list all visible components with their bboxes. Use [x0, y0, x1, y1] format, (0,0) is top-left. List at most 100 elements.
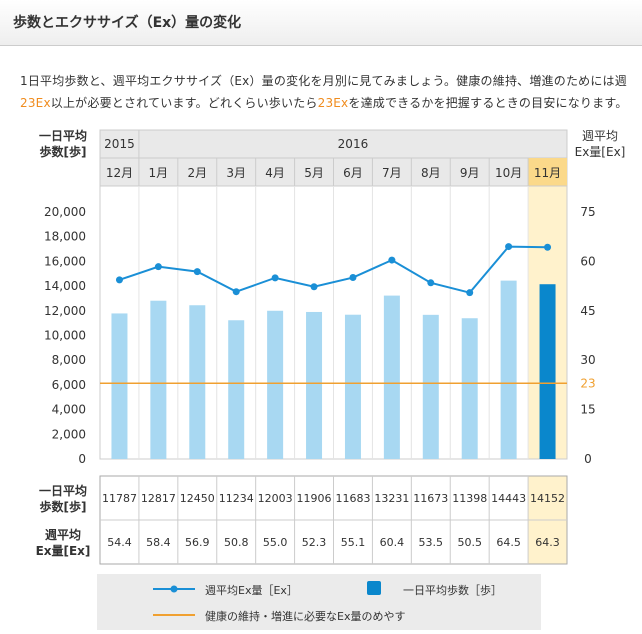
reference-label: 23 — [580, 376, 595, 390]
table-cell: 53.5 — [419, 536, 444, 549]
table-cell: 11673 — [413, 492, 448, 505]
table-cell: 11787 — [102, 492, 137, 505]
left-axis-title-2: 歩数[歩] — [40, 144, 87, 159]
year-label-2016: 2016 — [338, 137, 369, 151]
year-label-2015: 2015 — [104, 137, 135, 151]
left-axis-title-1: 一日平均 — [39, 128, 87, 143]
bar-3月 — [228, 320, 245, 459]
intro-line2b: を達成できるかを把握するときの目安になります。 — [348, 96, 628, 110]
table-row-label-2: 歩数[歩] — [40, 499, 87, 514]
right-tick-label: 0 — [584, 452, 592, 466]
table-cell: 14443 — [491, 492, 526, 505]
ex-point-5月 — [310, 283, 318, 291]
table-cell: 11906 — [297, 492, 332, 505]
left-tick-label: 6,000 — [52, 378, 86, 392]
ex-point-8月 — [427, 279, 435, 287]
legend-line-label: 週平均Ex量［Ex］ — [205, 584, 298, 597]
month-label: 5月 — [304, 166, 324, 180]
ex-point-10月 — [505, 243, 513, 251]
bar-11月 — [539, 284, 556, 459]
table-cell: 64.3 — [535, 536, 560, 549]
ex-point-6月 — [349, 274, 357, 282]
table-cell: 54.4 — [107, 536, 132, 549]
table-cell: 55.1 — [341, 536, 366, 549]
ex-point-4月 — [271, 274, 279, 282]
highlight-month-cell — [528, 158, 567, 186]
bar-9月 — [461, 318, 478, 459]
right-axis-title-1: 週平均 — [582, 129, 618, 143]
table-cell: 50.5 — [457, 536, 482, 549]
left-tick-label: 18,000 — [44, 230, 86, 244]
bar-5月 — [306, 311, 323, 459]
intro-highlight-1: 23Ex — [20, 96, 51, 110]
month-label: 8月 — [421, 166, 441, 180]
bar-4月 — [267, 310, 284, 459]
ex-point-11月 — [544, 243, 552, 251]
table-cell: 12003 — [258, 492, 293, 505]
legend-ref-label: 健康の維持・増進に必要なEx量のめやす — [205, 610, 406, 623]
legend-bar-swatch — [367, 581, 381, 595]
ex-point-7月 — [388, 256, 396, 264]
table-row-label-1: 週平均 — [45, 527, 81, 542]
right-tick-label: 60 — [580, 254, 595, 268]
left-tick-label: 2,000 — [52, 427, 86, 441]
table-cell: 60.4 — [380, 536, 405, 549]
month-label: 1月 — [149, 166, 169, 180]
month-label: 7月 — [382, 166, 402, 180]
table-row-label-1: 一日平均 — [39, 483, 87, 498]
left-tick-label: 4,000 — [52, 403, 86, 417]
legend: 週平均Ex量［Ex］ 一日平均歩数［歩］ 健康の維持・増進に必要なEx量のめやす — [97, 574, 541, 630]
table-cell: 52.3 — [302, 536, 327, 549]
legend-bar-label: 一日平均歩数［歩］ — [403, 584, 502, 597]
table-cell: 55.0 — [263, 536, 288, 549]
left-tick-label: 8,000 — [52, 353, 86, 367]
table-cell: 11683 — [335, 492, 370, 505]
ex-point-12月 — [115, 276, 123, 284]
month-label: 11月 — [534, 166, 561, 180]
table-cell: 14152 — [530, 492, 565, 505]
page-title: 歩数とエクササイズ（Ex）量の変化 — [13, 15, 242, 31]
table-cell: 58.4 — [146, 536, 171, 549]
right-axis-title-2: Ex量[Ex] — [575, 145, 626, 159]
intro-highlight-2: 23Ex — [317, 96, 349, 110]
bar-7月 — [383, 295, 400, 459]
month-label: 9月 — [460, 166, 480, 180]
legend-graphics — [153, 581, 381, 616]
ex-point-3月 — [232, 288, 240, 296]
left-tick-label: 12,000 — [44, 304, 86, 318]
table-row-label-2: Ex量[Ex] — [36, 544, 91, 558]
ex-point-1月 — [154, 263, 162, 271]
table-cell: 12450 — [180, 492, 215, 505]
legend-line-marker — [170, 585, 178, 593]
bar-8月 — [422, 314, 439, 459]
ex-line — [119, 245, 548, 294]
month-label: 12月 — [106, 166, 133, 180]
bar-10月 — [500, 280, 517, 459]
table-cell: 50.8 — [224, 536, 249, 549]
intro-line1: 1日平均歩数と、週平均エクササイズ（Ex）量の変化を月別に見てみましょう。健康の… — [20, 74, 627, 88]
bar-6月 — [344, 314, 361, 459]
bar-2月 — [189, 305, 206, 459]
month-label: 3月 — [226, 166, 246, 180]
bar-1月 — [150, 300, 167, 459]
month-label: 10月 — [495, 166, 522, 180]
table-cell: 64.5 — [496, 536, 521, 549]
month-label: 2月 — [187, 166, 207, 180]
table-cell: 13231 — [374, 492, 409, 505]
intro-text: 1日平均歩数と、週平均エクササイズ（Ex）量の変化を月別に見てみましょう。健康の… — [20, 70, 635, 114]
left-tick-label: 16,000 — [44, 254, 86, 268]
left-tick-label: 20,000 — [44, 205, 86, 219]
left-tick-label: 0 — [78, 452, 86, 466]
left-tick-label: 14,000 — [44, 279, 86, 293]
bar-12月 — [111, 313, 128, 459]
ex-point-2月 — [193, 268, 201, 276]
month-label: 4月 — [265, 166, 285, 180]
table-cell: 12817 — [141, 492, 176, 505]
right-tick-label: 15 — [580, 403, 595, 417]
right-tick-label: 75 — [580, 205, 595, 219]
table-cell: 56.9 — [185, 536, 210, 549]
ex-point-9月 — [466, 289, 474, 297]
month-label: 6月 — [343, 166, 363, 180]
left-tick-label: 10,000 — [44, 329, 86, 343]
